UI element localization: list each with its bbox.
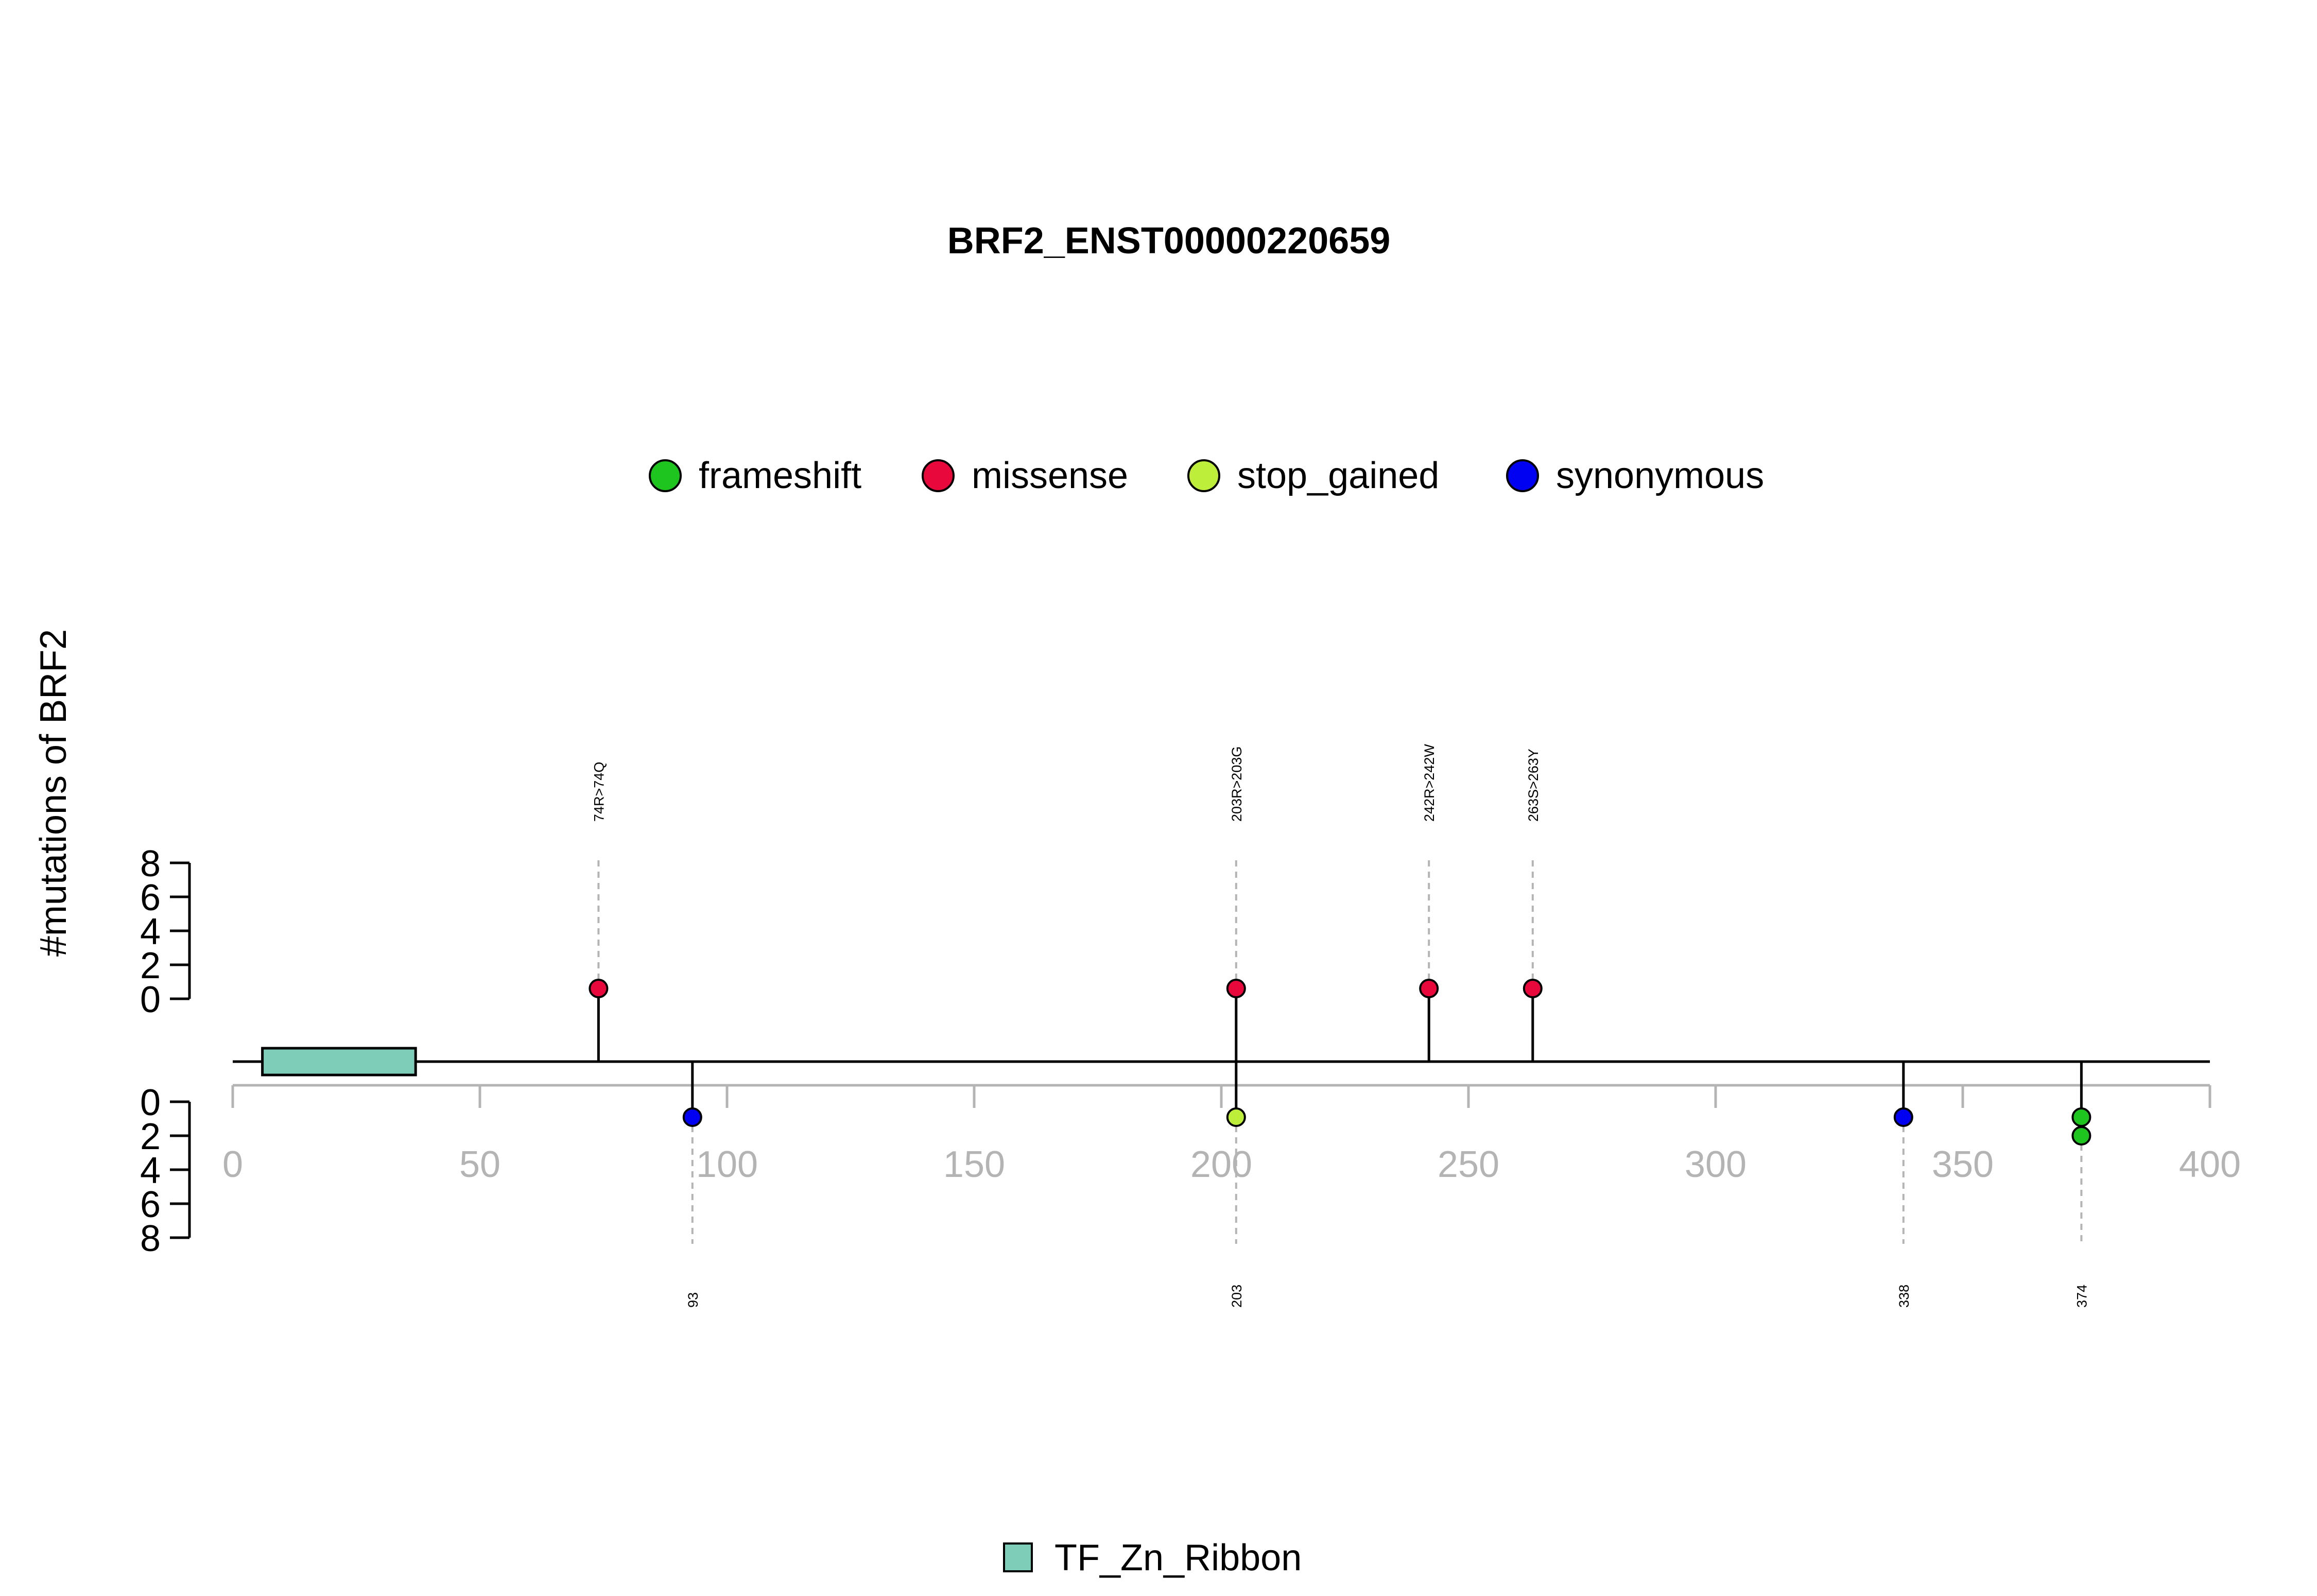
lower-mutation-label: 93 <box>685 1292 701 1308</box>
protein-domains <box>261 1047 417 1077</box>
y-axis-label: #mutations of BRF2 <box>33 629 74 957</box>
upper-mutation-label: 263S>263Y <box>1526 749 1541 822</box>
upper-mutation-point-missense <box>1419 979 1439 998</box>
lower-mutation-label: 338 <box>1896 1285 1912 1308</box>
lower-mutation-point-frameshift <box>2071 1107 2091 1127</box>
lower-y-tick-label: 4 <box>140 1150 161 1191</box>
x-axis: 0 50 100 150 200 250 300 350 400 <box>222 1084 2241 1185</box>
legend-missense-marker <box>922 459 955 492</box>
x-tick-label: 50 <box>459 1144 500 1185</box>
x-tick-label: 250 <box>1438 1144 1499 1185</box>
domain-legend-marker <box>1003 1542 1033 1572</box>
domain-tf_zn_ribbon <box>261 1047 417 1077</box>
domain-legend: TF_Zn_Ribbon <box>1003 1537 1302 1578</box>
upper-mutation-point-missense <box>589 979 609 998</box>
upper-y-tick-label: 0 <box>140 979 161 1020</box>
upper-y-tick-label: 2 <box>140 945 161 986</box>
upper-mutation-label: 203R>203G <box>1229 747 1244 822</box>
lower-mutation-label: 203 <box>1229 1285 1244 1308</box>
lower-mutation-label: 374 <box>2074 1285 2089 1308</box>
upper-mutation-point-missense <box>1523 979 1543 998</box>
lower-lollipops: 93 203 338 374 <box>682 1062 2091 1308</box>
x-tick-label: 350 <box>1932 1144 1994 1185</box>
legend-stop_gained-label: stop_gained <box>1237 455 1439 496</box>
upper-y-tick-label: 6 <box>140 877 161 918</box>
domain-legend-label: TF_Zn_Ribbon <box>1054 1537 1302 1578</box>
legend-synonymous-marker <box>1506 459 1539 492</box>
upper-mutation-label: 242R>242W <box>1422 744 1437 822</box>
legend-missense-label: missense <box>972 455 1128 496</box>
x-tick-label: 400 <box>2179 1144 2241 1185</box>
upper-mutation-point-missense <box>1226 979 1246 998</box>
upper-mutation-label: 74R>74Q <box>591 762 607 822</box>
lower-mutation-point-synonymous <box>682 1107 702 1127</box>
upper-y-tick-label: 4 <box>140 911 161 952</box>
legend-frameshift-marker <box>649 459 682 492</box>
upper-lollipops: 74R>74Q 203R>203G 242R>242W 263S>263Y <box>589 744 1543 1062</box>
lower-y-tick-label: 0 <box>140 1082 161 1123</box>
upper-y-tick-label: 8 <box>140 843 161 884</box>
legend-frameshift-label: frameshift <box>699 455 861 496</box>
x-tick-label: 300 <box>1685 1144 1747 1185</box>
x-tick-label: 0 <box>222 1144 243 1185</box>
chart-title: BRF2_ENST00000220659 <box>947 220 1391 262</box>
lower-y-tick-label: 6 <box>140 1184 161 1225</box>
lower-mutation-point-synonymous <box>1893 1107 1913 1127</box>
lower-y-tick-label: 2 <box>140 1116 161 1157</box>
x-tick-label: 100 <box>696 1144 758 1185</box>
x-tick-label: 200 <box>1190 1144 1252 1185</box>
legend-stop_gained-marker <box>1187 459 1220 492</box>
lower-y-tick-label: 8 <box>140 1218 161 1259</box>
mutation-type-legend: frameshift missense stop_gained synonymous <box>649 455 1764 496</box>
x-tick-label: 150 <box>943 1144 1005 1185</box>
lower-mutation-point-frameshift <box>2071 1126 2091 1146</box>
legend-synonymous-label: synonymous <box>1556 455 1764 496</box>
lower-mutation-point-stop_gained <box>1226 1107 1246 1127</box>
